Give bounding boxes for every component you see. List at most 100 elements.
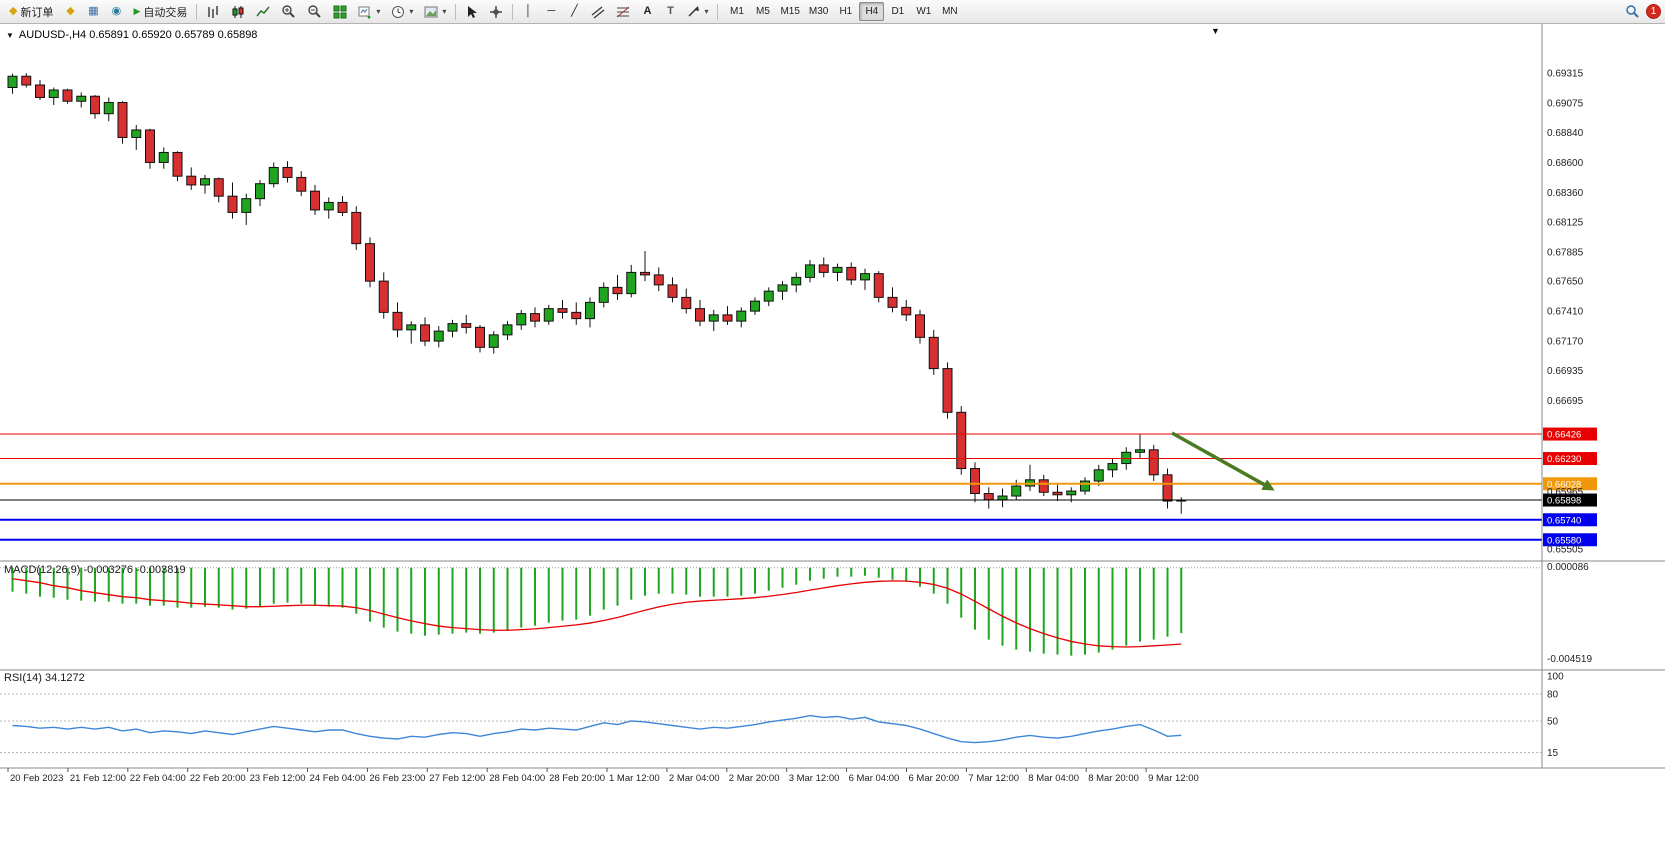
svg-text:0.69315: 0.69315 <box>1547 69 1584 80</box>
rsi-scale-label: 15 <box>1547 748 1559 759</box>
tile-windows-button[interactable] <box>328 2 352 22</box>
svg-text:0.69075: 0.69075 <box>1547 99 1584 110</box>
svg-text:0.67410: 0.67410 <box>1547 307 1584 318</box>
timeframe-button-h1[interactable]: H1 <box>839 6 853 17</box>
new-order-icon: ◆ <box>9 5 18 17</box>
text-tool-button[interactable]: A <box>636 2 658 22</box>
charts-grid-button[interactable]: ▦ <box>82 2 104 22</box>
chevron-down-icon: ▾ <box>704 7 709 16</box>
candlestick-chart-button[interactable] <box>226 2 250 22</box>
resistance-line-2-price-badge: 0.66230 <box>1543 452 1597 466</box>
label-tool-button[interactable]: T <box>659 2 681 22</box>
time-label: 6 Mar 04:00 <box>849 773 900 784</box>
time-label: 2 Mar 20:00 <box>729 773 780 784</box>
timeframe-button-m30[interactable]: M30 <box>808 6 829 17</box>
resistance-line-1-price-badge: 0.66426 <box>1543 427 1597 441</box>
crosshair-button[interactable] <box>484 2 508 22</box>
toolbar-separator <box>512 3 514 20</box>
time-label: 6 Mar 20:00 <box>909 773 960 784</box>
bar-chart-button[interactable] <box>201 2 225 22</box>
market-watch-button[interactable]: ◉ <box>105 2 127 22</box>
svg-text:0.65580: 0.65580 <box>1547 535 1581 546</box>
search-button[interactable] <box>1620 2 1645 22</box>
time-label: 7 Mar 12:00 <box>968 773 1019 784</box>
chart-canvas[interactable]: 0.66426 0.66230 0.66028 0.65898 0.65740 0.655… <box>0 24 1665 841</box>
svg-text:0.66426: 0.66426 <box>1547 430 1581 441</box>
fibonacci-button[interactable] <box>611 2 635 22</box>
symbols-button[interactable]: ◆ <box>59 2 81 22</box>
trend-arrow-object[interactable] <box>1171 431 1275 491</box>
time-label: 9 Mar 12:00 <box>1148 773 1199 784</box>
price-scale[interactable]: 0.69315 0.69075 0.68840 0.68600 0.68360 0.681… <box>1547 69 1584 556</box>
symbol-info: ▼ AUDUSD-,H4 0.65891 0.65920 0.65789 0.6… <box>6 29 257 41</box>
timeframe-button-m1[interactable]: M1 <box>730 6 744 17</box>
time-label: 21 Feb 12:00 <box>70 773 126 784</box>
macd-histogram <box>11 567 1183 656</box>
tile-windows-icon <box>333 5 347 18</box>
macd-scale-min: -0.004519 <box>1547 654 1592 665</box>
svg-text:0.67885: 0.67885 <box>1547 247 1584 258</box>
macd-signal-line <box>12 578 1182 648</box>
timeframe-button-w1[interactable]: W1 <box>916 6 932 17</box>
time-label: 26 Feb 23:00 <box>369 773 425 784</box>
new-order-button[interactable]: ◆ 新订单 <box>4 2 58 22</box>
new-chart-button[interactable]: ▾ <box>353 2 385 22</box>
one-click-trading-toggle[interactable]: ▼ <box>6 30 14 40</box>
chevron-down-icon: ▾ <box>442 7 447 16</box>
notification-badge[interactable]: 1 <box>1646 4 1661 19</box>
toolbar-separator <box>196 3 198 20</box>
channel-button[interactable] <box>586 2 610 22</box>
timeframe-button-m15[interactable]: M15 <box>780 6 800 17</box>
timeframe-button-d1[interactable]: D1 <box>891 6 905 17</box>
svg-text:0.65898: 0.65898 <box>1547 496 1581 507</box>
svg-text:0.67650: 0.67650 <box>1547 277 1584 288</box>
trendline-button[interactable]: ╱ <box>563 2 585 22</box>
timeframe-button-mn[interactable]: MN <box>942 6 958 17</box>
svg-text:0.66230: 0.66230 <box>1547 454 1581 465</box>
horizontal-line-button[interactable]: ─ <box>540 2 562 22</box>
scroll-position-marker[interactable]: ▼ <box>1211 26 1220 36</box>
time-scale[interactable]: 20 Feb 2023 21 Feb 12:00 22 Feb 04:00 22 Fe… <box>7 768 1199 784</box>
time-label: 23 Feb 12:00 <box>250 773 306 784</box>
svg-text:0.68840: 0.68840 <box>1547 128 1584 139</box>
toolbar-separator <box>455 3 457 20</box>
svg-text:0.65505: 0.65505 <box>1547 545 1584 556</box>
zoom-in-button[interactable] <box>276 2 301 22</box>
period-button[interactable]: ▾ <box>386 2 418 22</box>
timeframe-button-m5[interactable]: M5 <box>756 6 770 17</box>
chevron-down-icon: ▾ <box>376 7 381 16</box>
zoom-out-button[interactable] <box>302 2 327 22</box>
template-icon <box>424 6 438 17</box>
svg-text:0.65740: 0.65740 <box>1547 515 1581 526</box>
rsi-indicator-label: RSI(14) 34.1272 <box>4 672 85 684</box>
svg-text:0.66028: 0.66028 <box>1547 479 1581 490</box>
zoom-in-icon <box>282 5 296 18</box>
line-chart-button[interactable] <box>251 2 275 22</box>
crosshair-icon <box>490 5 503 18</box>
svg-text:0.68125: 0.68125 <box>1547 217 1584 228</box>
time-label: 22 Feb 20:00 <box>190 773 246 784</box>
cursor-icon <box>468 5 478 18</box>
timeframe-button-h4[interactable]: H4 <box>859 2 885 21</box>
template-button[interactable]: ▾ <box>419 2 451 22</box>
text-tool-icon: A <box>643 5 652 17</box>
time-label: 28 Feb 20:00 <box>549 773 605 784</box>
vertical-line-button[interactable]: │ <box>517 2 539 22</box>
time-label: 20 Feb 2023 <box>10 773 63 784</box>
svg-text:0.65965: 0.65965 <box>1547 487 1584 498</box>
bid-price-line-price-badge: 0.65898 <box>1543 493 1597 507</box>
shapes-button[interactable]: ▾ <box>682 2 713 22</box>
zoom-out-icon <box>308 5 322 18</box>
arrow-shape-icon <box>688 6 700 17</box>
cursor-button[interactable] <box>460 2 483 22</box>
search-icon <box>1626 5 1639 18</box>
support-line-1-price-badge: 0.65740 <box>1543 513 1597 527</box>
toolbar-separator <box>717 3 719 20</box>
time-label: 8 Mar 20:00 <box>1088 773 1139 784</box>
time-label: 24 Feb 04:00 <box>310 773 366 784</box>
rsi-scale-label: 100 <box>1547 672 1564 683</box>
time-label: 2 Mar 04:00 <box>669 773 720 784</box>
candles-layer <box>7 73 1187 514</box>
svg-text:0.68600: 0.68600 <box>1547 158 1584 169</box>
auto-trading-button[interactable]: ▶ 自动交易 <box>128 2 192 22</box>
